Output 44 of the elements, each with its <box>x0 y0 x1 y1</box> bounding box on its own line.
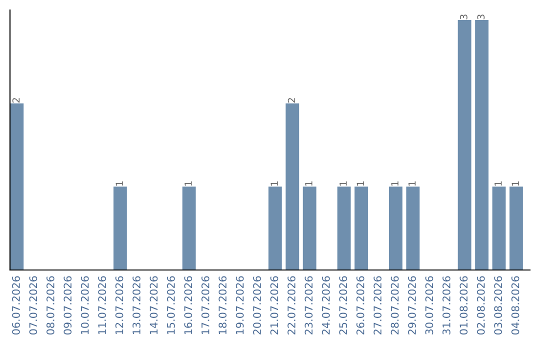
data-label: 1 <box>184 181 192 186</box>
data-label: 1 <box>305 181 312 186</box>
data-label: 1 <box>512 181 519 186</box>
data-label: 2 <box>288 98 296 103</box>
data-label: 2 <box>12 98 20 103</box>
x-tick-label: 09.07.2026 <box>64 276 72 335</box>
x-tick-label: 16.07.2026 <box>184 276 192 334</box>
x-tick-label: 12.07.2026 <box>115 276 124 334</box>
x-tick-label: 18.07.2026 <box>218 276 227 334</box>
data-label: 1 <box>494 181 502 186</box>
x-tick-label: 06.07.2026 <box>12 276 20 335</box>
x-tick-label: 19.07.2026 <box>236 276 244 334</box>
x-tick-label: 14.07.2026 <box>150 276 158 334</box>
x-tick-label: 03.08.2026 <box>494 276 502 335</box>
x-tick-label: 01.08.2026 <box>460 276 468 335</box>
x-tick-label: 11.07.2026 <box>98 276 106 334</box>
data-label: 1 <box>116 181 123 186</box>
data-label: 1 <box>408 181 416 186</box>
x-tick-label: 21.07.2026 <box>270 276 278 334</box>
x-tick-label: 22.07.2026 <box>288 276 296 334</box>
data-label: 3 <box>460 14 468 20</box>
x-tick-label: 17.07.2026 <box>201 276 210 334</box>
x-tick-label: 04.08.2026 <box>511 276 520 335</box>
x-tick-label: 20.07.2026 <box>253 276 261 334</box>
data-label: 1 <box>270 181 278 186</box>
x-tick-label: 26.07.2026 <box>356 276 364 334</box>
x-tick-label: 27.07.2026 <box>374 276 382 334</box>
x-tick-label: 24.07.2026 <box>322 276 330 334</box>
x-tick-label: 28.07.2026 <box>390 276 399 334</box>
x-tick-label: 15.07.2026 <box>167 276 175 334</box>
x-tick-label: 25.07.2026 <box>339 276 348 334</box>
data-label: 1 <box>391 181 398 186</box>
x-tick-label: 13.07.2026 <box>132 276 140 334</box>
x-tick-label: 29.07.2026 <box>408 276 416 334</box>
x-tick-label: 31.07.2026 <box>442 276 450 334</box>
x-tick-label: 10.07.2026 <box>80 276 89 334</box>
x-tick-label: 02.08.2026 <box>476 276 485 335</box>
x-tick-label: 08.07.2026 <box>46 276 54 335</box>
x-tick-label: 07.07.2026 <box>29 276 38 335</box>
data-label: 3 <box>477 14 485 20</box>
data-label: 1 <box>340 181 347 186</box>
x-tick-label: 30.07.2026 <box>425 276 434 334</box>
data-label: 1 <box>356 181 364 186</box>
x-tick-label: 23.07.2026 <box>304 276 313 334</box>
